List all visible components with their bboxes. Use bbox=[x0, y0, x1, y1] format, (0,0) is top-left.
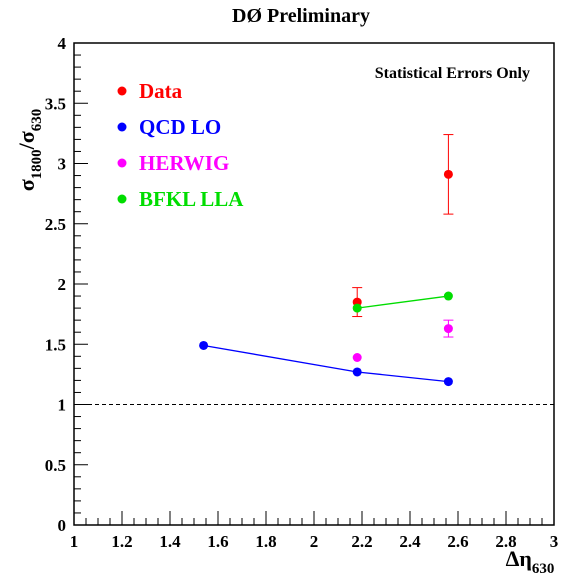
legend-marker bbox=[117, 158, 127, 168]
y-tick-label: 0 bbox=[58, 516, 67, 535]
legend-label: Data bbox=[139, 79, 183, 103]
y-tick-label: 1.5 bbox=[45, 335, 66, 354]
x-tick-label: 1.4 bbox=[159, 532, 181, 551]
y-axis: 0 0.5 1 1.5 2 2.5 3 3.5 4 bbox=[45, 34, 88, 535]
data-point bbox=[443, 377, 453, 387]
x-tick-label: 1 bbox=[70, 532, 79, 551]
legend-marker bbox=[117, 122, 127, 132]
y-tick-label: 2 bbox=[58, 275, 67, 294]
data-point bbox=[443, 169, 453, 179]
data-point bbox=[443, 291, 453, 301]
y-axis-label-sub2: 630 bbox=[29, 109, 45, 132]
x-tick-label: 1.6 bbox=[207, 532, 228, 551]
x-tick-label: 2.6 bbox=[447, 532, 468, 551]
series-data bbox=[352, 134, 454, 318]
y-tick-label: 1 bbox=[58, 396, 67, 415]
series-line bbox=[203, 344, 449, 383]
series-line bbox=[357, 295, 449, 309]
x-tick-label: 2.8 bbox=[495, 532, 516, 551]
x-axis-label-sub: 630 bbox=[532, 561, 555, 577]
x-tick-label: 1.2 bbox=[111, 532, 132, 551]
statistical-errors-annotation: Statistical Errors Only bbox=[375, 65, 530, 82]
series-layer bbox=[199, 134, 454, 387]
legend-label: HERWIG bbox=[139, 151, 229, 175]
x-axis-label: Δη630 bbox=[506, 546, 555, 577]
legend-marker bbox=[117, 86, 127, 96]
x-tick-label: 2 bbox=[310, 532, 319, 551]
series-qcd-lo bbox=[199, 340, 453, 387]
series-herwig bbox=[352, 319, 454, 363]
data-point bbox=[352, 367, 362, 377]
y-tick-label: 4 bbox=[58, 34, 67, 53]
legend-marker bbox=[117, 194, 127, 204]
x-tick-label: 2.2 bbox=[351, 532, 372, 551]
data-point bbox=[443, 324, 453, 334]
y-axis-label-main: σ bbox=[14, 179, 39, 191]
legend-label: QCD LO bbox=[139, 115, 221, 139]
x-tick-label: 3 bbox=[550, 532, 559, 551]
data-point bbox=[199, 340, 209, 350]
y-tick-label: 0.5 bbox=[45, 456, 66, 475]
y-axis-label: σ1800/σ630 bbox=[14, 109, 45, 192]
y-axis-label-slash: /σ bbox=[14, 131, 39, 150]
x-axis-label-main: Δη bbox=[506, 546, 532, 571]
y-tick-label: 2.5 bbox=[45, 215, 66, 234]
series-bfkl-lla bbox=[352, 291, 453, 313]
chart-title: DØ Preliminary bbox=[232, 5, 370, 27]
y-tick-label: 3.5 bbox=[45, 94, 66, 113]
data-point bbox=[352, 303, 362, 313]
legend: Data QCD LO HERWIG BFKL LLA bbox=[117, 79, 244, 211]
data-point bbox=[352, 353, 362, 363]
legend-label: BFKL LLA bbox=[139, 187, 244, 211]
x-tick-label: 1.8 bbox=[255, 532, 276, 551]
x-axis: 1 1.2 1.4 1.6 1.8 2 2.2 2.4 2.6 2.8 3 bbox=[70, 511, 559, 551]
y-axis-label-sub1: 1800 bbox=[29, 149, 45, 179]
x-tick-label: 2.4 bbox=[399, 532, 421, 551]
y-tick-label: 3 bbox=[58, 155, 67, 174]
